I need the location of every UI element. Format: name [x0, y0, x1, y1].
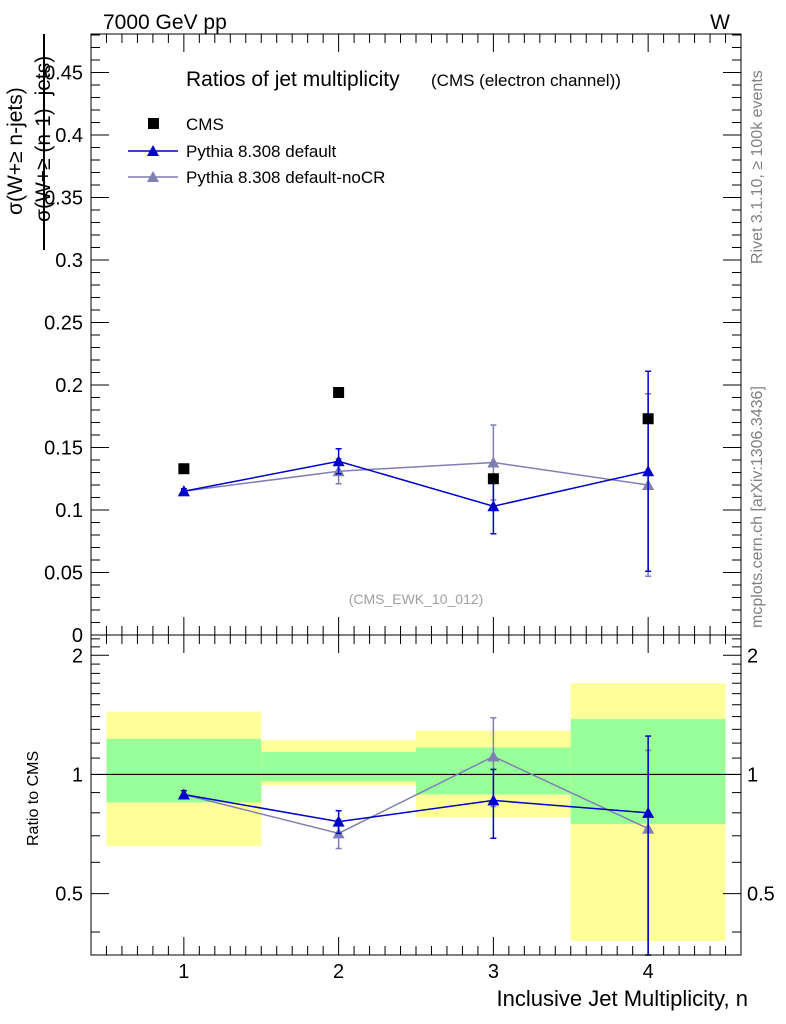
legend: CMS Pythia 8.308 default Pythia 8.308 de…: [128, 115, 385, 187]
ratio-series: [177, 717, 655, 956]
y-tick-label: 0: [72, 625, 83, 647]
cms-point-3: [487, 473, 499, 485]
ratio-1-point-3: [487, 794, 500, 806]
cms-point-1: [178, 463, 190, 475]
ratio-1-point-2: [332, 815, 345, 827]
ratio-2-point-3: [487, 750, 500, 762]
y-tick-label: 0.25: [44, 313, 83, 335]
ratio-frame: [90, 634, 742, 956]
ratio-tick-label-right: 1: [747, 764, 758, 786]
y-tick-label: 0.4: [55, 125, 83, 147]
y-tick-label: 0.15: [44, 438, 83, 460]
ratio-line-2: [183, 755, 649, 835]
main-axes: 0 0.05 0.1 0.15 0.2 0.25 0.3 0.35 0.4 0.45: [44, 34, 741, 647]
cms-point-2: [333, 387, 345, 398]
legend-marker-default: [147, 145, 159, 156]
series-2-point-3: [487, 456, 500, 468]
green-band-2: [261, 751, 416, 782]
ratio-1-point-1: [177, 788, 190, 800]
series-line-1: [183, 460, 649, 508]
y-tick-label: 0.05: [44, 563, 83, 585]
x-tick-label: 4: [643, 961, 654, 983]
mcplots-label: mcplots.cern.ch [arXiv:1306.3436]: [749, 386, 766, 628]
main-series: [177, 370, 655, 577]
y-tick-label: 0.45: [44, 63, 83, 85]
ratio-1-point-4: [642, 806, 655, 818]
chart-subtitle: (CMS (electron channel)): [431, 71, 621, 90]
y-tick-label: 0.3: [55, 250, 83, 272]
legend-label-cms: CMS: [186, 115, 224, 134]
series-1-point-2: [332, 455, 345, 467]
legend-label-default: Pythia 8.308 default: [186, 142, 337, 161]
ylabel-denominator: σ(W+≥ (n-1) -jets): [32, 56, 55, 222]
series-line-2: [183, 461, 649, 492]
ratio-uncertainty-bands: [106, 683, 726, 941]
y-tick-label: 0.1: [55, 500, 83, 522]
chart-title: Ratios of jet multiplicity: [186, 68, 400, 91]
ratio-tick-label: 0.5: [55, 884, 83, 906]
xlabel: Inclusive Jet Multiplicity, n: [497, 986, 748, 1011]
ratio-tick-label-right: 2: [747, 645, 758, 667]
x-tick-label: 1: [178, 961, 189, 983]
series-1-point-1: [177, 485, 190, 497]
legend-marker-nocr: [147, 171, 159, 182]
series-1-point-3: [487, 500, 500, 512]
y-tick-label: 0.2: [55, 375, 83, 397]
ratio-tick-label: 1: [72, 764, 83, 786]
process-label: W: [710, 11, 730, 34]
x-tick-label: 2: [333, 961, 344, 983]
rivet-label: Rivet 3.1.10, ≥ 100k events: [749, 70, 766, 264]
cms-point-4: [642, 413, 654, 425]
legend-label-nocr: Pythia 8.308 default-noCR: [186, 168, 385, 187]
series-1-point-4: [642, 465, 655, 477]
ratio-ylabel: Ratio to CMS: [25, 751, 42, 846]
y-tick-label: 0.35: [44, 188, 83, 210]
ratio-tick-label: 2: [72, 645, 83, 667]
ratio-line-1: [183, 793, 649, 823]
ylabel-numerator: σ(W+≥ n-jets): [4, 87, 27, 215]
legend-marker-cms: [148, 118, 159, 129]
ratio-tick-label-right: 0.5: [747, 884, 775, 906]
analysis-label: (CMS_EWK_10_012): [349, 591, 484, 607]
energy-label: 7000 GeV pp: [103, 11, 227, 34]
x-tick-label: 3: [488, 961, 499, 983]
